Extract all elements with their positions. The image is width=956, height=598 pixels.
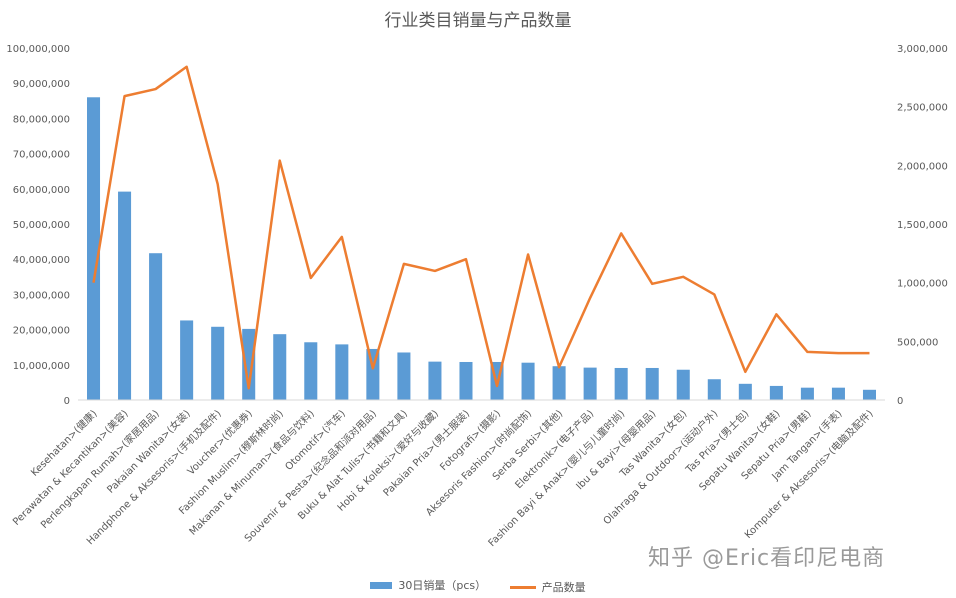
bar <box>800 387 814 400</box>
bar <box>335 344 349 400</box>
legend: 30日销量（pcs） 产品数量 <box>0 577 956 595</box>
bar <box>862 389 876 400</box>
y-left-tick-label: 60,000,000 <box>13 185 70 196</box>
legend-item-line: 产品数量 <box>509 579 586 595</box>
y-left-tick-label: 70,000,000 <box>13 150 70 161</box>
x-tick-label: Perawatan & Kecantikan>(美容) <box>10 407 131 528</box>
bar <box>614 367 628 400</box>
legend-label-line: 产品数量 <box>541 581 586 594</box>
bar <box>521 362 535 400</box>
y-right-tick-label: 500,000 <box>897 337 938 348</box>
bar <box>676 369 690 400</box>
y-left-tick-label: 20,000,000 <box>13 326 70 337</box>
bar <box>583 367 597 400</box>
line-series <box>92 65 870 390</box>
bar <box>87 97 101 400</box>
bar-series <box>87 97 876 400</box>
y-axis-left: 0 10,000,000 20,000,000 30,000,000 40,000,00… <box>6 44 70 407</box>
bar <box>738 383 752 400</box>
bar <box>118 191 132 400</box>
x-tick-label: Perlengkapan Rumah>(家居用品) <box>38 407 162 531</box>
y-left-tick-label: 0 <box>64 396 70 407</box>
y-right-tick-label: 2,000,000 <box>897 161 948 172</box>
legend-swatch-bar <box>370 581 393 589</box>
y-left-tick-label: 100,000,000 <box>6 44 70 55</box>
bar <box>273 334 287 400</box>
bar <box>552 366 566 400</box>
bar <box>769 385 783 400</box>
bar <box>459 361 473 400</box>
y-left-tick-label: 40,000,000 <box>13 255 70 266</box>
y-right-tick-label: 3,000,000 <box>897 44 948 55</box>
y-right-tick-label: 1,000,000 <box>897 279 948 290</box>
bar <box>242 328 256 400</box>
bar <box>428 361 442 400</box>
y-left-tick-label: 30,000,000 <box>13 290 70 301</box>
bar <box>707 379 721 400</box>
bar <box>645 367 659 400</box>
watermark: 知乎 @Eric看印尼电商 <box>648 546 886 571</box>
y-left-tick-label: 90,000,000 <box>13 79 70 90</box>
y-right-tick-label: 0 <box>897 396 903 407</box>
bar <box>211 326 225 400</box>
legend-item-bar: 30日销量（pcs） <box>370 577 486 593</box>
y-axis-right: 0 500,000 1,000,000 1,500,000 2,000,000 2,500… <box>897 44 948 407</box>
y-right-tick-label: 2,500,000 <box>897 103 948 114</box>
line-path <box>92 65 870 390</box>
bar <box>831 387 845 400</box>
y-left-tick-label: 10,000,000 <box>13 361 70 372</box>
bar <box>149 253 163 400</box>
bar <box>304 342 318 400</box>
x-tick-label: Buku & Alat Tulis>(书籍和文具) <box>295 407 410 522</box>
legend-label-bar: 30日销量（pcs） <box>398 579 487 592</box>
y-left-tick-label: 50,000,000 <box>13 220 70 231</box>
y-left-tick-label: 80,000,000 <box>13 114 70 125</box>
bar <box>397 352 411 400</box>
chart-title: 行业类目销量与产品数量 <box>384 11 572 31</box>
x-axis: Kesehatan>(健康)Perawatan & Kecantikan>(美容… <box>10 399 885 549</box>
legend-swatch-line <box>509 585 536 589</box>
bar <box>180 320 194 400</box>
y-right-tick-label: 1,500,000 <box>897 220 948 231</box>
